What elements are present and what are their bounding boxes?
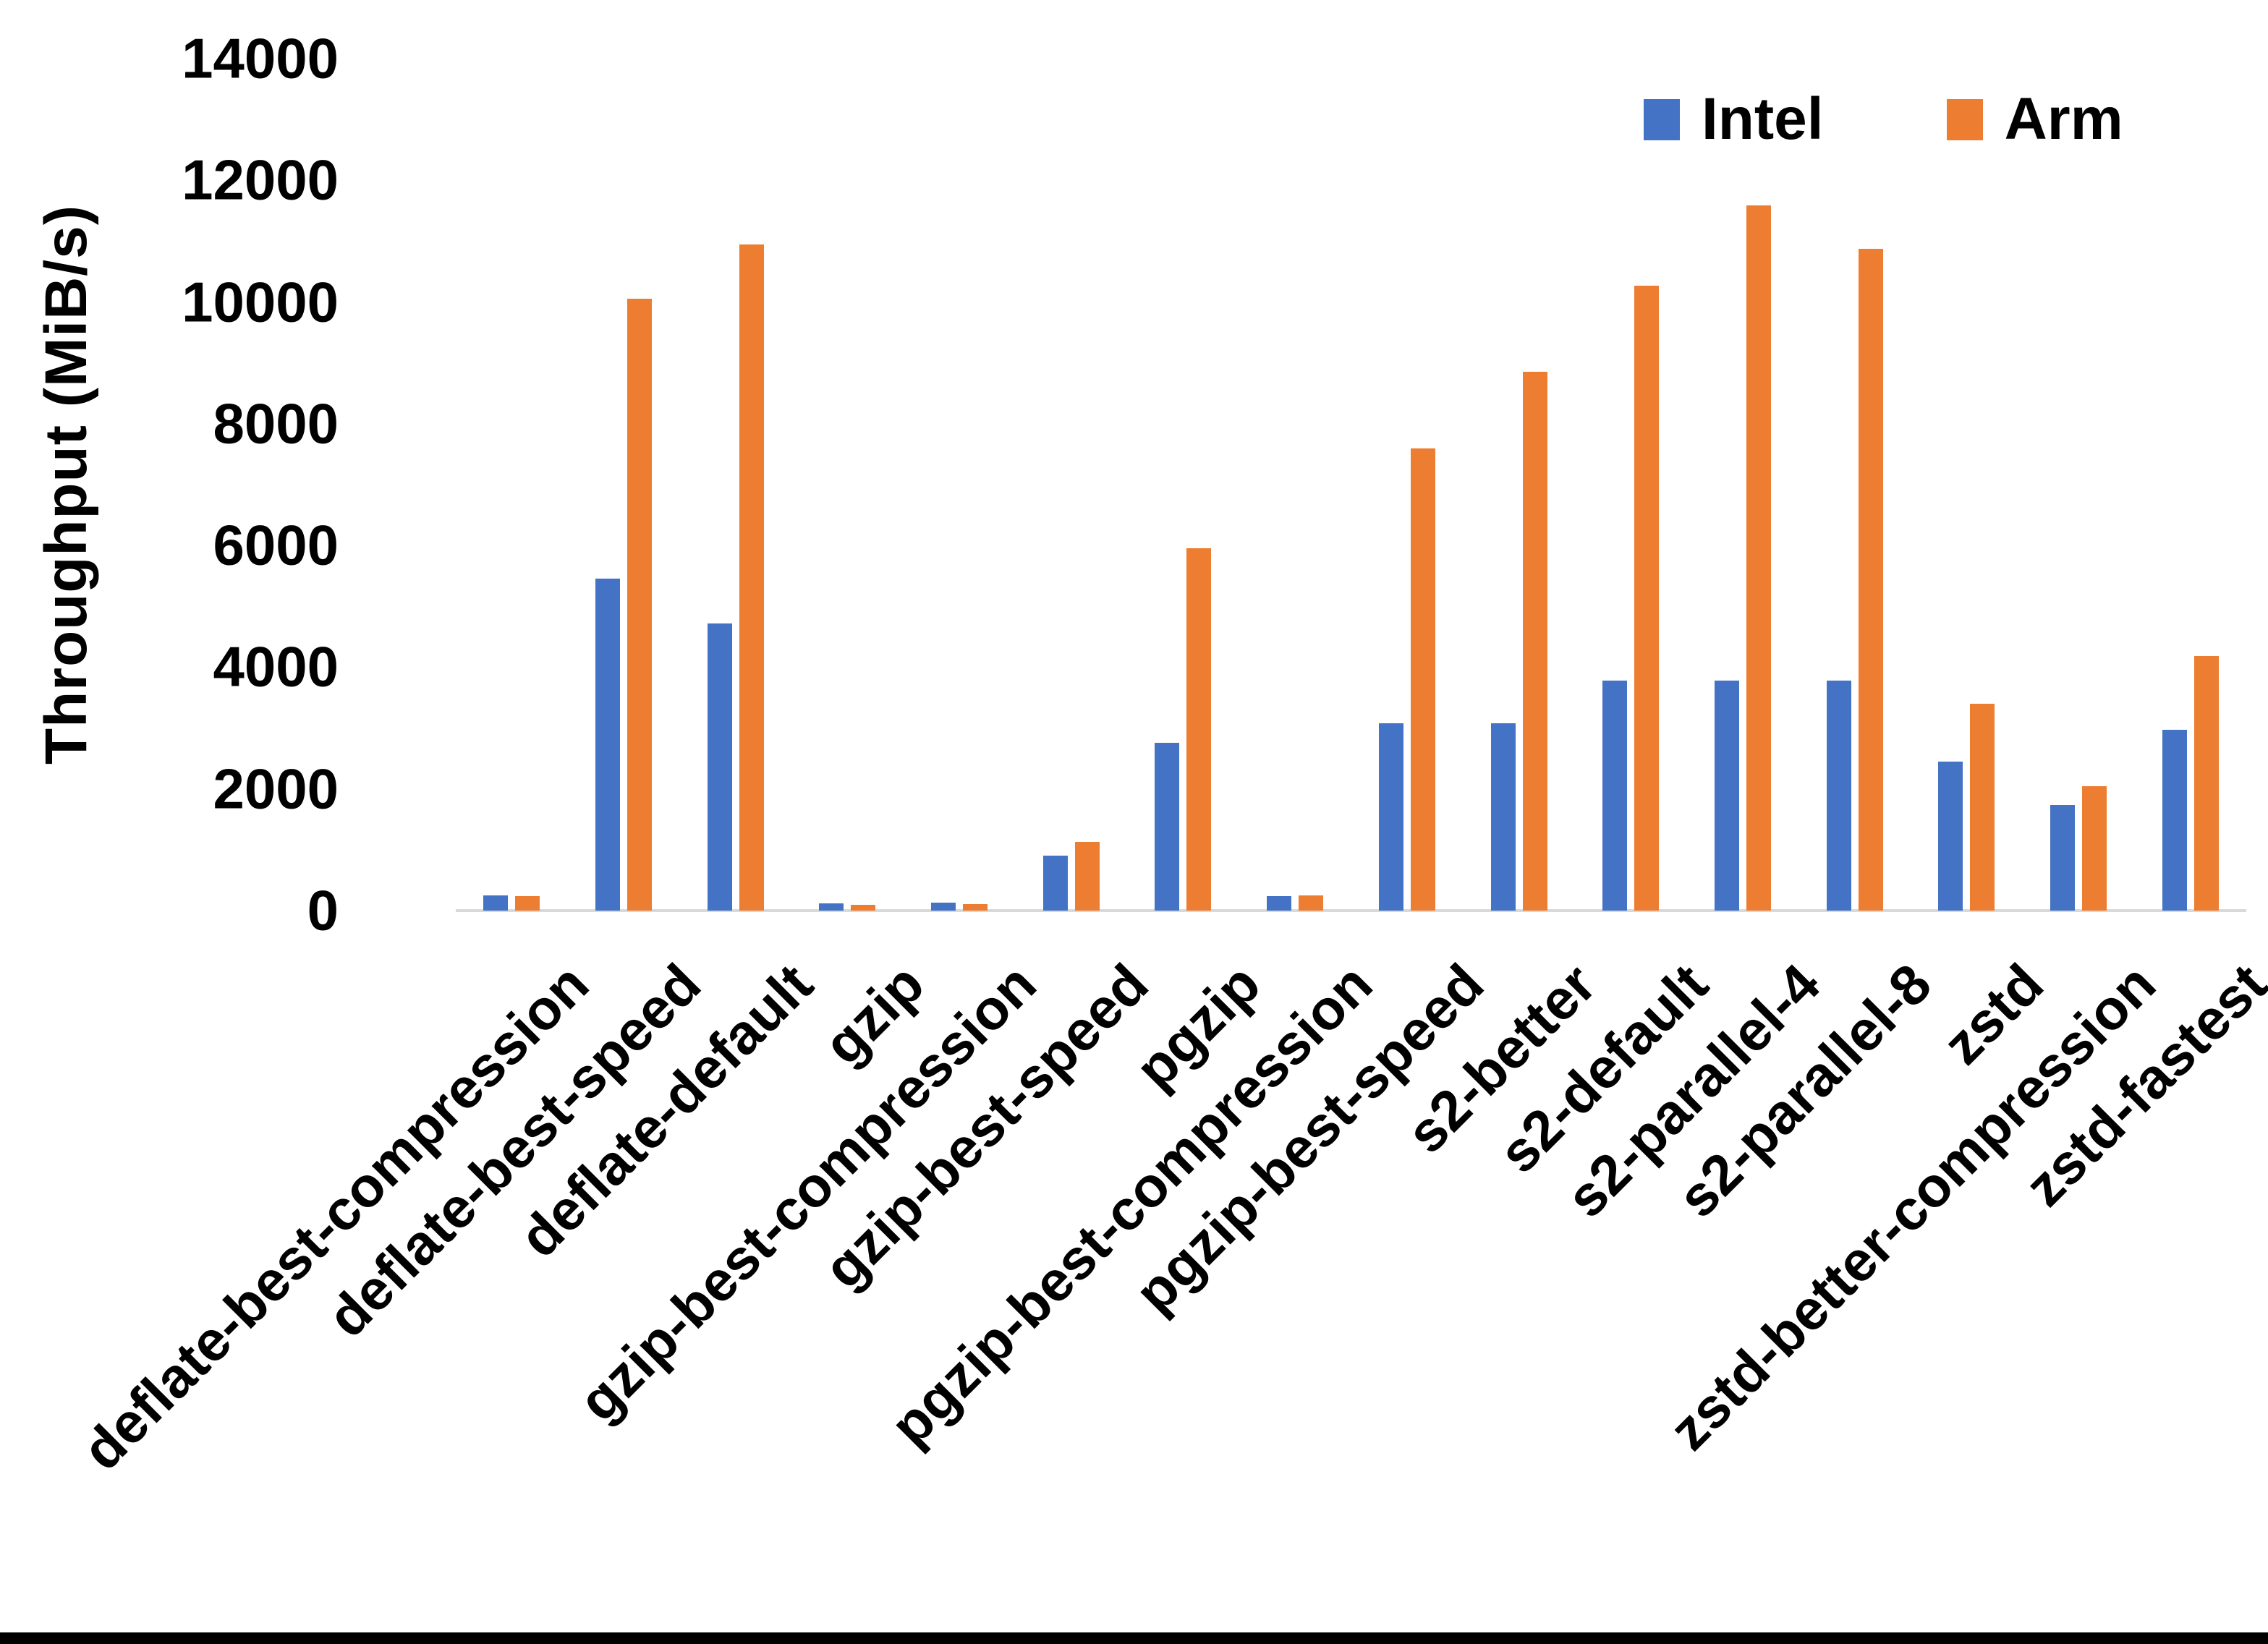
legend-item-intel: Intel (1644, 85, 1824, 153)
legend: Intel Arm (1644, 85, 2123, 153)
bar-intel-s2-parallel-4 (1714, 680, 1739, 911)
bar-arm-pgzip-best-compression (1299, 895, 1324, 911)
bar-group-pgzip (1127, 59, 1239, 911)
legend-arm-label: Arm (2004, 86, 2123, 152)
bar-group-s2-parallel-8 (1798, 59, 1911, 911)
x-axis-line (456, 909, 2246, 912)
y-tick-label: 12000 (182, 148, 339, 212)
bar-intel-s2-default (1602, 680, 1628, 911)
bar-group-deflate-best-speed (568, 59, 680, 911)
bar-arm-gzip (851, 904, 876, 911)
bar-group-zstd (1911, 59, 2023, 911)
bar-intel-pgzip-best-compression (1267, 895, 1292, 911)
bar-intel-s2-better (1490, 723, 1516, 911)
bar-arm-zstd-fastest (2193, 656, 2219, 911)
bar-arm-s2-parallel-4 (1746, 205, 1771, 911)
bar-intel-pgzip-best-speed (1378, 723, 1403, 911)
bar-group-gzip (791, 59, 904, 911)
bar-group-s2-default (1575, 59, 1687, 911)
bar-group-s2-better (1463, 59, 1575, 911)
bar-arm-deflate-best-speed (627, 299, 653, 911)
legend-arm-swatch (1946, 98, 1983, 140)
bar-group-gzip-best-speed (1015, 59, 1127, 911)
bar-group-gzip-best-compression (904, 59, 1016, 911)
bar-arm-zstd-better-compression (2081, 785, 2107, 911)
bar-arm-deflate-best-compression (515, 895, 540, 911)
bar-group-deflate-best-compression (456, 59, 568, 911)
legend-item-arm: Arm (1946, 85, 2123, 153)
bar-intel-deflate-best-speed (595, 579, 621, 911)
bar-arm-zstd (1970, 703, 1995, 911)
y-tick-label: 8000 (213, 391, 339, 456)
bar-group-zstd-better-compression (2023, 59, 2135, 911)
bar-intel-s2-parallel-8 (1826, 680, 1851, 911)
y-tick-label: 2000 (213, 757, 339, 821)
bar-group-pgzip-best-speed (1351, 59, 1464, 911)
bar-arm-deflate-default (739, 244, 764, 911)
bar-group-deflate-default (679, 59, 791, 911)
bar-intel-deflate-best-compression (483, 895, 509, 911)
legend-intel-label: Intel (1702, 86, 1824, 152)
bar-group-pgzip-best-compression (1239, 59, 1351, 911)
plot-area (456, 59, 2246, 912)
bar-arm-gzip-best-speed (1074, 841, 1100, 911)
bar-intel-zstd (1938, 761, 1963, 911)
y-tick-label: 6000 (213, 513, 339, 577)
bar-intel-gzip-best-compression (931, 903, 956, 911)
bar-arm-gzip-best-compression (963, 903, 988, 911)
y-tick-label: 10000 (182, 270, 339, 334)
bar-intel-deflate-default (707, 623, 732, 911)
y-tick-label: 0 (307, 878, 339, 942)
bar-arm-pgzip (1186, 548, 1212, 911)
y-tick-label: 14000 (182, 26, 339, 90)
bar-arm-s2-default (1634, 285, 1660, 911)
y-tick-label: 4000 (213, 634, 339, 699)
bar-arm-pgzip-best-speed (1410, 448, 1435, 911)
bar-arm-s2-better (1522, 372, 1547, 911)
bar-intel-zstd-better-compression (2050, 804, 2075, 911)
bar-group-s2-parallel-4 (1687, 59, 1799, 911)
bar-intel-gzip-best-speed (1042, 856, 1068, 911)
bar-intel-zstd-fastest (2162, 730, 2187, 911)
bar-intel-gzip (819, 903, 844, 911)
legend-intel-swatch (1644, 98, 1680, 140)
bottom-border-bar (0, 1632, 2268, 1644)
bar-group-zstd-fastest (2134, 59, 2246, 911)
bar-arm-s2-parallel-8 (1858, 249, 1883, 911)
bar-intel-pgzip (1155, 742, 1180, 911)
